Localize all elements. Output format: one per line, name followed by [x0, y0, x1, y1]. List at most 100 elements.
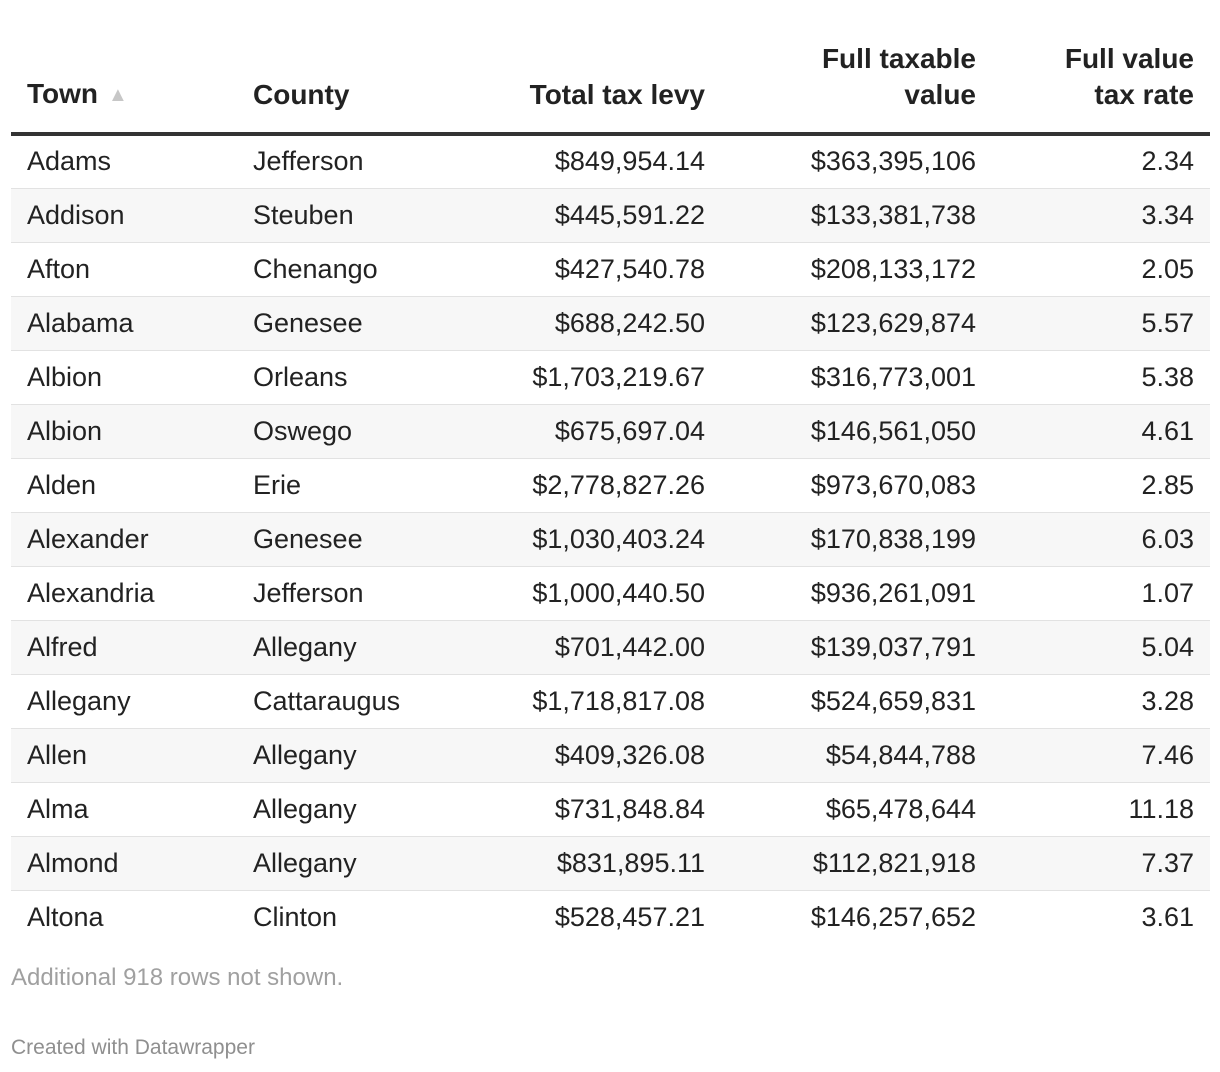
table-row: Alabama Genesee $688,242.50 $123,629,874 5.5… [11, 296, 1210, 351]
cell-full-taxable-value: $524,659,831 [721, 674, 992, 729]
cell-county: Cattaraugus [237, 674, 504, 729]
table-row: Afton Chenango $427,540.78 $208,133,172 2.05 [11, 242, 1210, 297]
column-header-full-taxable-value[interactable]: Full taxable value [721, 0, 992, 136]
cell-county: Allegany [237, 836, 504, 891]
cell-town: Albion [11, 350, 237, 405]
cell-total-tax-levy: $1,718,817.08 [504, 674, 721, 729]
table-row: Alexander Genesee $1,030,403.24 $170,838,19… [11, 512, 1210, 567]
cell-total-tax-levy: $1,000,440.50 [504, 566, 721, 621]
table-header-row: Town ▲ County Total tax levy Full taxable… [11, 0, 1210, 136]
cell-full-value-tax-rate: 5.38 [992, 350, 1210, 405]
table-row: Adams Jefferson $849,954.14 $363,395,106 2.3… [11, 134, 1210, 189]
cell-full-value-tax-rate: 2.34 [992, 134, 1210, 189]
column-header-label: Total tax levy [529, 79, 705, 110]
cell-total-tax-levy: $831,895.11 [504, 836, 721, 891]
cell-county: Steuben [237, 188, 504, 243]
column-header-town[interactable]: Town ▲ [11, 0, 237, 136]
cell-county: Jefferson [237, 134, 504, 189]
column-header-total-tax-levy[interactable]: Total tax levy [504, 0, 721, 136]
cell-town: Alexandria [11, 566, 237, 621]
cell-full-taxable-value: $139,037,791 [721, 620, 992, 675]
cell-total-tax-levy: $1,703,219.67 [504, 350, 721, 405]
cell-county: Allegany [237, 728, 504, 783]
cell-full-taxable-value: $363,395,106 [721, 134, 992, 189]
cell-full-value-tax-rate: 7.46 [992, 728, 1210, 783]
cell-county: Allegany [237, 620, 504, 675]
table-row: Almond Allegany $831,895.11 $112,821,918 7.3… [11, 836, 1210, 891]
cell-total-tax-levy: $675,697.04 [504, 404, 721, 459]
cell-town: Allegany [11, 674, 237, 729]
table-row: Altona Clinton $528,457.21 $146,257,652 3.61 [11, 890, 1210, 944]
cell-town: Albion [11, 404, 237, 459]
cell-county: Allegany [237, 782, 504, 837]
table-notes: Additional 918 rows not shown. [11, 964, 344, 991]
table-row: Allegany Cattaraugus $1,718,817.08 $524,659… [11, 674, 1210, 729]
table-row: Alden Erie $2,778,827.26 $973,670,083 2.85 [11, 458, 1210, 513]
cell-town: Afton [11, 242, 237, 297]
cell-town: Allen [11, 728, 237, 783]
cell-full-taxable-value: $170,838,199 [721, 512, 992, 567]
cell-full-value-tax-rate: 5.57 [992, 296, 1210, 351]
cell-full-taxable-value: $208,133,172 [721, 242, 992, 297]
cell-full-value-tax-rate: 3.34 [992, 188, 1210, 243]
cell-total-tax-levy: $2,778,827.26 [504, 458, 721, 513]
column-header-label-line: tax rate [1094, 79, 1194, 110]
column-header-label-line: value [904, 79, 976, 110]
cell-total-tax-levy: $427,540.78 [504, 242, 721, 297]
cell-full-value-tax-rate: 1.07 [992, 566, 1210, 621]
cell-full-taxable-value: $316,773,001 [721, 350, 992, 405]
table-body: Adams Jefferson $849,954.14 $363,395,106 2.3… [11, 134, 1210, 944]
cell-town: Alabama [11, 296, 237, 351]
cell-town: Altona [27, 901, 104, 932]
table-row: Albion Oswego $675,697.04 $146,561,050 4.61 [11, 404, 1210, 459]
column-header-full-value-tax-rate[interactable]: Full value tax rate [992, 0, 1210, 136]
column-header-label: County [253, 79, 350, 110]
cell-total-tax-levy: $731,848.84 [504, 782, 721, 837]
cell-total-tax-levy: $701,442.00 [504, 620, 721, 675]
column-header-county[interactable]: County [237, 0, 504, 136]
cell-town: Addison [11, 188, 237, 243]
table-row: Alfred Allegany $701,442.00 $139,037,791 5.0… [11, 620, 1210, 675]
sort-ascending-icon[interactable]: ▲ [108, 84, 128, 106]
cell-town: Alexander [11, 512, 237, 567]
cell-full-value-tax-rate: 2.05 [992, 242, 1210, 297]
cell-full-taxable-value: $133,381,738 [721, 188, 992, 243]
cell-county: Clinton [253, 901, 338, 932]
column-header-label-line: Full taxable [821, 43, 976, 74]
cell-county: Chenango [237, 242, 504, 297]
cell-total-tax-levy: $849,954.14 [504, 134, 721, 189]
cell-total-tax-levy: $409,326.08 [504, 728, 721, 783]
cell-full-value-tax-rate: 11.18 [992, 782, 1210, 837]
cell-county: Orleans [237, 350, 504, 405]
tax-table: Town ▲ County Total tax levy Full taxable… [11, 0, 1210, 944]
cell-full-value-tax-rate: 3.61 [1141, 901, 1194, 932]
cell-full-taxable-value: $112,821,918 [721, 836, 992, 891]
cell-total-tax-levy: $688,242.50 [504, 296, 721, 351]
cell-full-taxable-value: $973,670,083 [721, 458, 992, 513]
cell-full-taxable-value: $54,844,788 [721, 728, 992, 783]
cell-full-value-tax-rate: 3.28 [992, 674, 1210, 729]
cell-total-tax-levy: $445,591.22 [504, 188, 721, 243]
cell-total-tax-levy: $1,030,403.24 [504, 512, 721, 567]
cell-town: Alden [11, 458, 237, 513]
table-row: Albion Orleans $1,703,219.67 $316,773,001 5.… [11, 350, 1210, 405]
cell-town: Adams [11, 134, 237, 189]
cell-full-value-tax-rate: 4.61 [992, 404, 1210, 459]
cell-total-tax-levy: $528,457.21 [554, 901, 705, 932]
cell-full-value-tax-rate: 7.37 [992, 836, 1210, 891]
cell-town: Alma [11, 782, 237, 837]
cell-county: Erie [237, 458, 504, 513]
data-table-container: Town ▲ County Total tax levy Full taxable… [11, 0, 1210, 944]
table-row: Alexandria Jefferson $1,000,440.50 $936,261… [11, 566, 1210, 621]
cell-county: Genesee [237, 512, 504, 567]
cell-county: Jefferson [237, 566, 504, 621]
cell-full-value-tax-rate: 6.03 [992, 512, 1210, 567]
cell-full-taxable-value: $65,478,644 [721, 782, 992, 837]
table-row: Allen Allegany $409,326.08 $54,844,788 7.46 [11, 728, 1210, 783]
table-row: Alma Allegany $731,848.84 $65,478,644 11.18 [11, 782, 1210, 837]
cell-full-taxable-value: $936,261,091 [721, 566, 992, 621]
cell-full-value-tax-rate: 2.85 [992, 458, 1210, 513]
cell-town: Almond [11, 836, 237, 891]
cell-full-taxable-value: $146,561,050 [721, 404, 992, 459]
cell-county: Oswego [237, 404, 504, 459]
